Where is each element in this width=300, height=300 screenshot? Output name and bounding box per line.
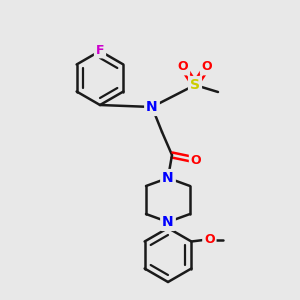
Text: S: S xyxy=(190,78,200,92)
Text: N: N xyxy=(146,100,158,114)
Text: F: F xyxy=(96,44,104,56)
Text: O: O xyxy=(191,154,201,166)
Text: N: N xyxy=(162,171,174,185)
Text: O: O xyxy=(202,61,212,74)
Text: N: N xyxy=(162,215,174,229)
Text: O: O xyxy=(178,61,188,74)
Text: O: O xyxy=(204,233,215,246)
